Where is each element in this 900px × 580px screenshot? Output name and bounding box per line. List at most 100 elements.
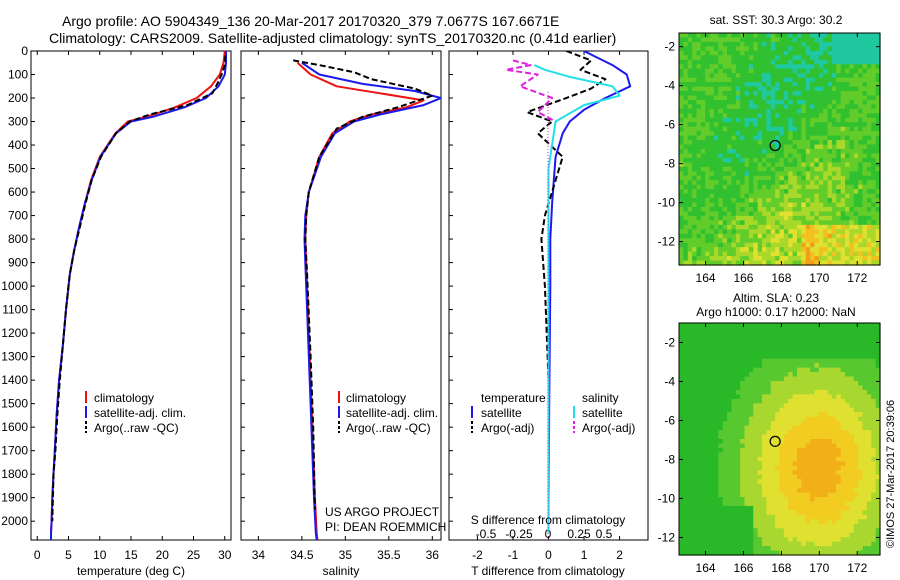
map-cell xyxy=(718,144,724,150)
map-cell xyxy=(788,242,794,248)
map-cell xyxy=(753,416,759,422)
map-cell xyxy=(783,331,789,337)
map-cell xyxy=(871,46,877,52)
map-cell xyxy=(766,251,772,257)
map-cell xyxy=(770,505,776,511)
map-cell xyxy=(823,340,829,346)
map-cell xyxy=(845,224,851,230)
map-cell xyxy=(853,376,859,382)
map-cell xyxy=(827,376,833,382)
map-cell xyxy=(683,501,689,507)
map-cell xyxy=(840,229,846,235)
map-cell xyxy=(683,91,689,97)
map-cell xyxy=(792,251,798,257)
map-cell xyxy=(831,198,837,204)
map-cell xyxy=(862,439,868,445)
map-cell xyxy=(753,474,759,480)
depth-tick-label: 300 xyxy=(8,115,28,129)
map-cell xyxy=(731,166,737,172)
map-cell xyxy=(775,64,781,70)
map-cell xyxy=(687,447,693,453)
map-cell xyxy=(827,381,833,387)
map-cell xyxy=(757,505,763,511)
map-cell xyxy=(783,488,789,494)
map-cell xyxy=(875,389,881,395)
map-cell xyxy=(683,363,689,369)
map-cell xyxy=(840,385,846,391)
map-cell xyxy=(853,425,859,431)
map-cell xyxy=(810,416,816,422)
map-cell xyxy=(853,470,859,476)
top-tick-label: -0.25 xyxy=(505,527,533,541)
map-cell xyxy=(753,363,759,369)
map-cell xyxy=(845,501,851,507)
map-cell xyxy=(849,91,855,97)
map-cell xyxy=(700,470,706,476)
map-cell xyxy=(818,256,824,262)
map-cell xyxy=(779,256,785,262)
map-cell xyxy=(788,523,794,529)
map-cell xyxy=(788,376,794,382)
map-cell xyxy=(757,523,763,529)
map-cell xyxy=(766,425,772,431)
sst-map-frame xyxy=(678,32,881,266)
map-cell xyxy=(731,247,737,253)
map-cell xyxy=(718,523,724,529)
map-cell xyxy=(731,434,737,440)
map-cell xyxy=(713,202,719,208)
map-cell xyxy=(788,398,794,404)
map-cell xyxy=(783,394,789,400)
map-cell xyxy=(696,117,702,123)
map-cell xyxy=(744,117,750,123)
map-cell xyxy=(840,336,846,342)
map-cell xyxy=(766,439,772,445)
map-cell xyxy=(718,166,724,172)
map-cell xyxy=(735,131,741,137)
map-cell xyxy=(845,77,851,83)
map-cell xyxy=(792,434,798,440)
map-cell xyxy=(801,358,807,364)
map-cell xyxy=(849,394,855,400)
map-cell xyxy=(753,193,759,199)
map-cell xyxy=(748,323,754,329)
map-cell xyxy=(705,501,711,507)
map-cell xyxy=(871,202,877,208)
map-cell xyxy=(779,211,785,217)
map-cell xyxy=(692,189,698,195)
map-cell xyxy=(836,149,842,155)
map-cell xyxy=(705,135,711,141)
map-cell xyxy=(836,349,842,355)
map-cell xyxy=(727,73,733,79)
map-cell xyxy=(713,41,719,47)
x-tick-label: 15 xyxy=(124,548,138,562)
map-cell xyxy=(731,376,737,382)
map-cell xyxy=(679,144,684,150)
map-cell xyxy=(831,483,837,489)
map-cell xyxy=(683,108,689,114)
map-cell xyxy=(818,323,824,329)
map-cell xyxy=(766,131,772,137)
map-cell xyxy=(875,99,881,105)
map-cell xyxy=(805,68,811,74)
map-cell xyxy=(818,488,824,494)
map-cell xyxy=(709,37,715,43)
map-cell xyxy=(748,376,754,382)
map-cell xyxy=(700,447,706,453)
map-cell xyxy=(779,149,785,155)
map-cell xyxy=(744,479,750,485)
map-cell xyxy=(862,367,868,373)
map-cell xyxy=(740,541,746,547)
map-cell xyxy=(744,157,750,163)
map-cell xyxy=(796,175,802,181)
map-cell xyxy=(792,256,798,262)
map-cell xyxy=(805,381,811,387)
map-cell xyxy=(783,537,789,543)
map-cell xyxy=(735,180,741,186)
imos-credit: ©IMOS 27-Mar-2017 20:39:06 xyxy=(885,400,897,548)
map-cell xyxy=(679,425,684,431)
map-cell xyxy=(705,55,711,61)
map-cell xyxy=(692,363,698,369)
map-cell xyxy=(823,153,829,159)
map-cell xyxy=(692,550,698,556)
map-cell xyxy=(871,381,877,387)
